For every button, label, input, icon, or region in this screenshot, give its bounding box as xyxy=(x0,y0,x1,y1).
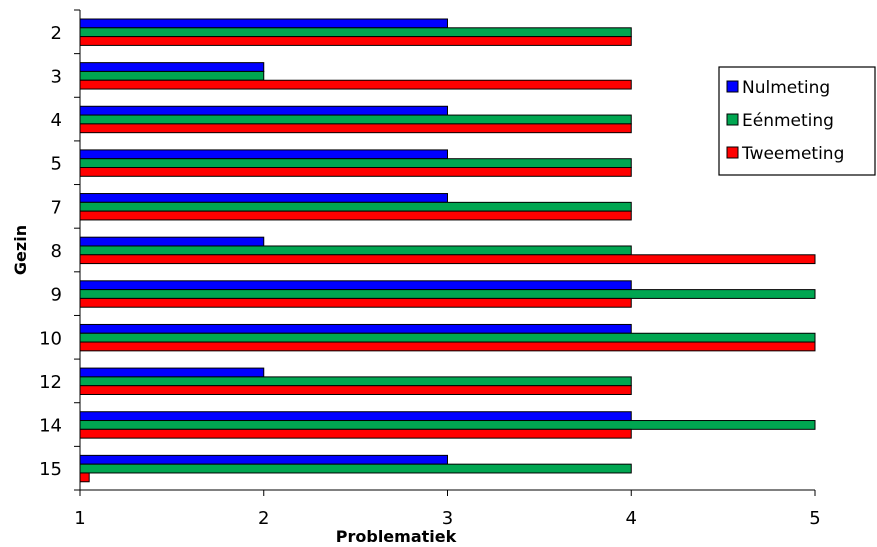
bar-tweemeting-2 xyxy=(79,36,632,46)
legend-box xyxy=(718,66,876,176)
bar-eénmeting-7 xyxy=(79,201,632,212)
bar-tweemeting-9 xyxy=(79,297,632,308)
x-tick-label-1: 1 xyxy=(74,508,85,529)
bar-tweemeting-8 xyxy=(79,254,816,265)
bar-eénmeting-14 xyxy=(79,420,816,430)
bar-nulmeting-3 xyxy=(79,62,265,72)
legend-swatch-eénmeting xyxy=(726,113,739,126)
legend-swatch-nulmeting xyxy=(726,80,739,93)
bar-nulmeting-5 xyxy=(79,149,448,160)
bar-eénmeting-8 xyxy=(79,245,632,256)
bar-nulmeting-8 xyxy=(79,236,265,247)
y-tick-label-5: 5 xyxy=(51,154,62,175)
bar-eénmeting-2 xyxy=(79,27,632,38)
bar-eénmeting-5 xyxy=(79,158,632,169)
bar-nulmeting-9 xyxy=(79,280,632,291)
bar-nulmeting-14 xyxy=(79,411,632,422)
x-tick-label-3: 3 xyxy=(442,508,453,529)
bar-tweemeting-10 xyxy=(79,341,816,352)
bar-eénmeting-3 xyxy=(79,70,265,81)
bar-nulmeting-10 xyxy=(79,323,632,334)
bar-tweemeting-4 xyxy=(79,123,632,134)
y-tick-label-9: 9 xyxy=(51,285,62,306)
bars-group xyxy=(79,18,816,483)
y-tick-label-8: 8 xyxy=(51,241,62,262)
y-tick-label-4: 4 xyxy=(51,110,62,131)
x-tick-label-2: 2 xyxy=(258,508,269,529)
bar-eénmeting-9 xyxy=(79,289,816,299)
y-tick-label-12: 12 xyxy=(39,372,62,393)
bar-tweemeting-5 xyxy=(79,167,632,177)
y-tick-label-10: 10 xyxy=(39,328,62,349)
bar-tweemeting-15 xyxy=(79,472,90,483)
legend-label-nulmeting: Nulmeting xyxy=(742,78,830,98)
bar-tweemeting-14 xyxy=(79,428,632,439)
bar-eénmeting-12 xyxy=(79,376,632,387)
bar-nulmeting-15 xyxy=(79,454,448,465)
y-tick-label-14: 14 xyxy=(39,416,62,437)
bar-eénmeting-10 xyxy=(79,332,816,343)
x-axis-title: Problematiek xyxy=(336,527,457,546)
legend-label-eénmeting: Eénmeting xyxy=(742,111,834,131)
y-tick-label-2: 2 xyxy=(51,23,62,44)
bar-nulmeting-4 xyxy=(79,105,448,116)
y-tick-label-7: 7 xyxy=(51,197,62,218)
x-tick-label-5: 5 xyxy=(809,508,820,529)
legend-label-tweemeting: Tweemeting xyxy=(741,144,844,164)
bar-tweemeting-3 xyxy=(79,79,632,90)
y-tick-label-3: 3 xyxy=(51,66,62,87)
y-axis-title: Gezin xyxy=(11,225,30,275)
bar-nulmeting-7 xyxy=(79,193,448,203)
legend-swatch-tweemeting xyxy=(726,146,739,159)
x-tick-label-4: 4 xyxy=(626,508,637,529)
axes-group xyxy=(74,9,816,496)
legend: Nulmeting Eénmeting Tweemeting xyxy=(718,66,876,176)
y-tick-label-15: 15 xyxy=(39,459,62,480)
bar-nulmeting-2 xyxy=(79,18,448,29)
bar-nulmeting-12 xyxy=(79,367,265,378)
bar-eénmeting-4 xyxy=(79,114,632,125)
bar-tweemeting-7 xyxy=(79,210,632,221)
bar-tweemeting-12 xyxy=(79,385,632,395)
bar-eénmeting-15 xyxy=(79,463,632,474)
